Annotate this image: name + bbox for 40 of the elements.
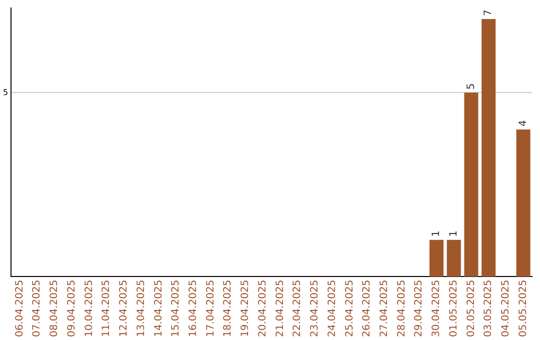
x-tick-label: 30.04.2025	[431, 280, 442, 338]
x-tick-label: 21.04.2025	[274, 280, 286, 338]
x-tick-label: 15.04.2025	[170, 280, 182, 338]
x-tick-label: 20.04.2025	[257, 280, 268, 338]
data-label: 4	[518, 120, 529, 126]
bar	[446, 240, 461, 277]
data-label: 1	[431, 230, 442, 237]
x-tick-label: 12.04.2025	[118, 280, 130, 338]
x-tick-label: 25.04.2025	[344, 280, 356, 338]
x-tick-label: 19.04.2025	[240, 280, 252, 338]
x-tick-label: 08.04.2025	[49, 280, 60, 338]
x-tick-label: 14.04.2025	[153, 280, 164, 338]
x-tick-label: 29.04.2025	[414, 280, 425, 338]
x-tick-label: 13.04.2025	[136, 280, 147, 338]
x-tick-label: 26.04.2025	[362, 280, 373, 338]
x-tick-label: 23.04.2025	[310, 280, 321, 338]
x-tick-label: 24.04.2025	[326, 280, 338, 338]
x-tick-label: 16.04.2025	[188, 280, 199, 338]
x-tick-label: 07.04.2025	[32, 280, 43, 338]
x-tick-label: 17.04.2025	[205, 280, 216, 338]
x-tick-label: 28.04.2025	[396, 280, 408, 338]
bar	[464, 92, 478, 277]
x-tick-label: 01.05.2025	[448, 280, 460, 338]
x-tick-label: 27.04.2025	[379, 280, 390, 338]
data-label: 7	[483, 10, 494, 16]
x-tick-label: 06.04.2025	[14, 280, 26, 338]
x-tick-label: 10.04.2025	[84, 280, 95, 338]
data-label: 1	[448, 230, 460, 237]
x-tick-label: 03.05.2025	[483, 280, 494, 338]
x-tick-label: 11.04.2025	[101, 280, 112, 338]
x-tick-label: 09.04.2025	[66, 280, 78, 338]
bar	[429, 240, 444, 277]
x-tick-label: 02.05.2025	[466, 280, 477, 338]
x-tick-label: 18.04.2025	[222, 280, 234, 338]
bar	[482, 19, 496, 277]
x-tick-label: 22.04.2025	[292, 280, 304, 338]
bar	[516, 129, 530, 277]
x-tick-label: 05.05.2025	[518, 280, 529, 338]
data-label: 5	[466, 83, 477, 90]
x-tick-label: 04.05.2025	[500, 280, 512, 338]
